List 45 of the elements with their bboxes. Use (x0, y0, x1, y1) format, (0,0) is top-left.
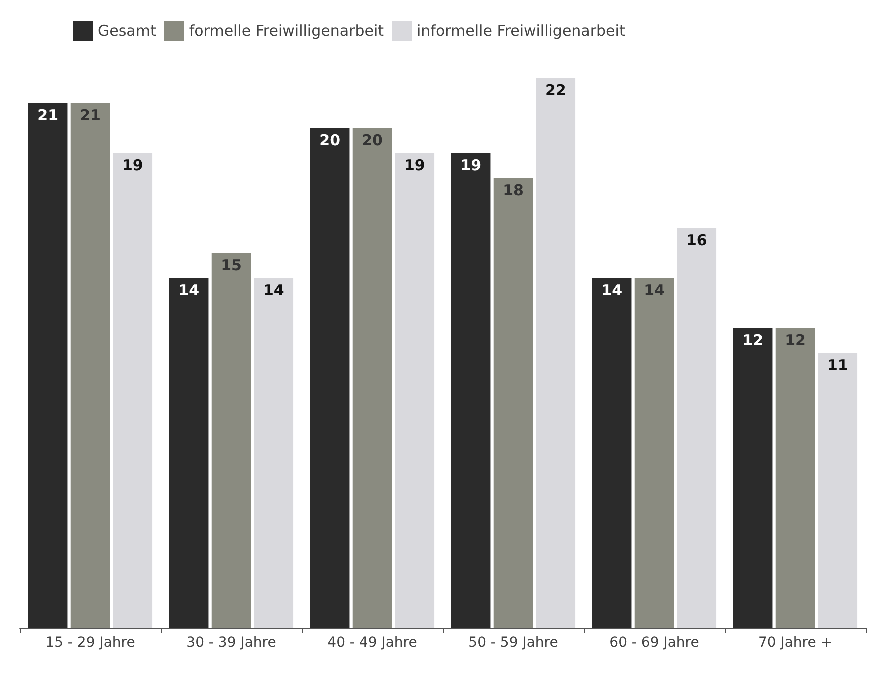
bar (818, 353, 858, 628)
x-tick-label: 60 - 69 Jahre (610, 635, 700, 651)
bar (352, 128, 392, 628)
bar (677, 228, 717, 628)
data-label: 18 (503, 182, 524, 200)
data-label: 21 (80, 106, 101, 124)
data-label: 15 (221, 256, 242, 274)
x-tick-label: 70 Jahre + (758, 635, 833, 651)
bar (536, 78, 576, 628)
data-label: 20 (320, 132, 341, 150)
bar (70, 103, 110, 628)
x-tick-label: 40 - 49 Jahre (328, 635, 418, 651)
data-label: 21 (38, 106, 59, 124)
bar (733, 328, 773, 628)
bar (634, 278, 674, 628)
data-label: 19 (404, 156, 426, 174)
x-tick-label: 50 - 59 Jahre (468, 635, 558, 651)
x-tick-label: 30 - 39 Jahre (186, 635, 276, 651)
data-label: 12 (785, 332, 806, 350)
data-label: 16 (686, 232, 708, 250)
data-label: 14 (644, 282, 665, 300)
bar (776, 328, 816, 628)
x-tick-label: 15 - 29 Jahre (46, 635, 136, 651)
data-label: 22 (545, 82, 566, 100)
data-label: 14 (263, 282, 284, 300)
data-label: 14 (602, 282, 623, 300)
legend-label: formelle Freiwilligenarbeit (189, 22, 384, 40)
bar (592, 278, 632, 628)
data-label: 19 (122, 156, 144, 174)
bar (395, 153, 435, 628)
bar (113, 153, 153, 628)
bar (254, 278, 294, 628)
data-label: 20 (362, 132, 383, 150)
legend-label: informelle Freiwilligenarbeit (417, 22, 626, 40)
legend-label: Gesamt (98, 22, 156, 40)
data-label: 12 (742, 332, 764, 350)
bar (212, 253, 252, 628)
data-label: 14 (178, 282, 200, 300)
data-label: 19 (460, 156, 482, 174)
data-label: 11 (827, 356, 848, 374)
bar (494, 178, 534, 628)
bar (28, 103, 68, 628)
bar (169, 278, 209, 628)
bar (310, 128, 350, 628)
bar (451, 153, 491, 628)
